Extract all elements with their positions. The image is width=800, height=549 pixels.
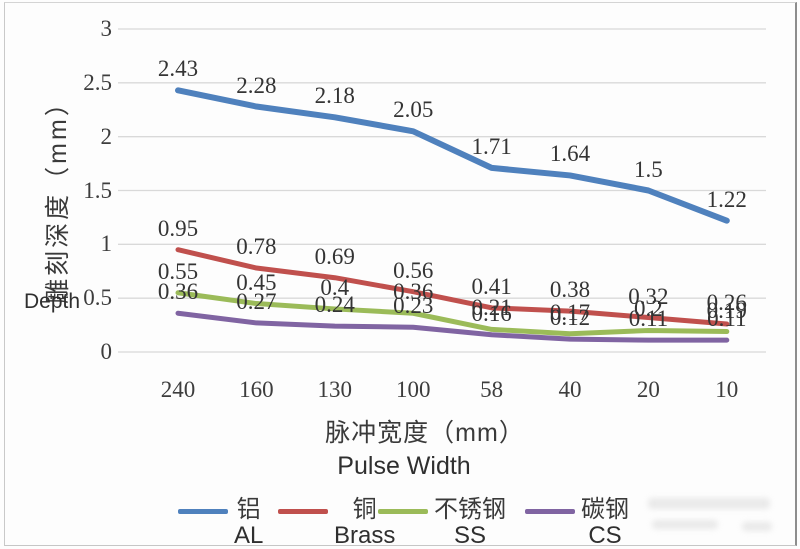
data-label-brass: 0.32 (628, 283, 669, 309)
y-tick-label: 0.5 (83, 285, 112, 311)
data-label-al: 1.64 (549, 141, 591, 167)
x-tick-label: 240 (160, 377, 196, 402)
y-tick-label: 1 (100, 231, 113, 257)
legend-sublabel: Brass (334, 522, 396, 549)
y-tick-label: 2.5 (83, 69, 112, 95)
data-label-brass: 0.41 (471, 273, 512, 299)
legend-swatch-cs (525, 509, 575, 514)
data-label-ss: 0.19 (706, 297, 747, 323)
data-label-cs: 0.36 (157, 279, 199, 305)
x-axis-title-cjk: 脉冲宽度（mm） (325, 419, 525, 447)
legend-swatch-ss (378, 509, 428, 514)
legend-item-brass: 铜 Brass (278, 496, 395, 548)
x-tick-label: 130 (317, 377, 353, 402)
data-label-cs: 0.16 (471, 300, 512, 326)
y-axis-title-en: Depth (24, 290, 81, 313)
legend-label: 铝 (236, 496, 261, 523)
data-label-ss: 0.45 (236, 269, 277, 295)
data-label-cs: 0.24 (314, 292, 355, 318)
x-tick-label: 20 (636, 377, 660, 402)
data-label-brass: 0.95 (157, 215, 199, 241)
data-label-brass: 0.78 (236, 234, 277, 260)
legend-swatch-brass (278, 509, 328, 514)
data-label-al: 2.43 (157, 56, 199, 82)
legend-swatch-al (178, 509, 228, 514)
data-label-brass: 0.69 (314, 243, 355, 269)
series-line-cs (175, 310, 730, 343)
x-tick-label: 58 (480, 377, 504, 402)
series-line-brass (175, 247, 730, 327)
series-line-al (175, 87, 730, 224)
y-tick-label: 1.5 (83, 177, 112, 203)
x-axis-title-en: Pulse Width (337, 452, 471, 480)
legend-label: 碳钢 (581, 496, 629, 523)
watermark-blur (652, 520, 718, 529)
data-label-cs: 0.27 (236, 288, 277, 314)
legend-sublabel: SS (453, 522, 486, 549)
legend-item-cs: 碳钢 CS (525, 496, 629, 548)
legend-label: 不锈钢 (434, 496, 506, 523)
data-label-cs: 0.11 (707, 306, 747, 332)
data-label-ss: 0.4 (320, 274, 350, 300)
data-label-al: 1.22 (706, 186, 747, 212)
legend-sublabel: AL (234, 522, 264, 549)
legend-sublabel: CS (588, 522, 622, 549)
y-tick-label: 2 (100, 123, 113, 149)
data-label-al: 2.05 (393, 97, 434, 123)
x-tick-label: 10 (715, 377, 739, 402)
data-label-al: 1.5 (634, 156, 663, 182)
legend-label: 铜 (352, 496, 377, 523)
x-tick-label: 40 (558, 377, 582, 402)
data-label-cs: 0.11 (628, 306, 669, 332)
legend-item-al: 铝 AL (178, 496, 263, 548)
data-label-al: 2.28 (236, 72, 277, 98)
data-label-brass: 0.38 (549, 277, 591, 303)
data-label-ss: 0.17 (549, 299, 591, 325)
legend-item-ss: 不锈钢 SS (378, 496, 506, 548)
data-label-al: 1.71 (471, 133, 512, 159)
watermark-blur (648, 498, 770, 509)
y-tick-label: 3 (100, 16, 113, 41)
data-label-brass: 0.26 (706, 290, 747, 315)
data-label-al: 2.18 (314, 83, 355, 109)
data-label-brass: 0.56 (393, 257, 434, 283)
x-tick-label: 100 (395, 377, 431, 402)
series-line-ss (175, 290, 730, 337)
data-label-ss: 0.2 (634, 296, 663, 322)
data-label-cs: 0.23 (393, 293, 434, 319)
data-label-ss: 0.36 (393, 279, 434, 305)
data-label-cs: 0.12 (549, 305, 591, 331)
data-label-ss: 0.21 (471, 295, 512, 321)
y-tick-label: 0 (100, 339, 113, 364)
x-tick-label: 160 (239, 377, 274, 402)
data-label-ss: 0.55 (157, 258, 199, 284)
watermark-blur (742, 522, 772, 531)
